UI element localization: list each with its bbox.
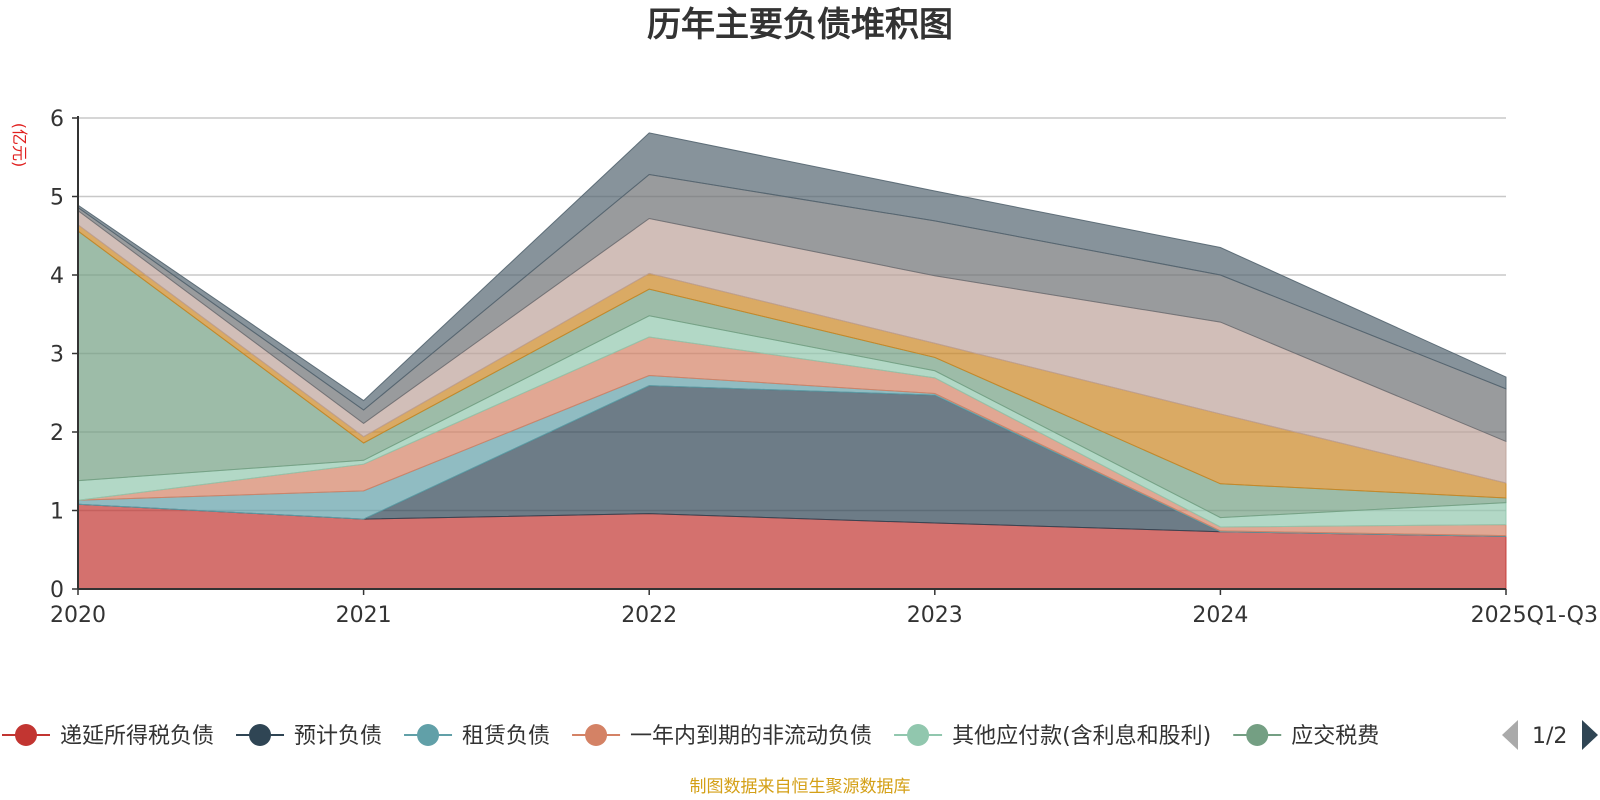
y-tick-label: 6 — [50, 107, 64, 132]
legend-item[interactable]: 一年内到期的非流动负债 — [572, 724, 872, 749]
legend-item[interactable]: 应交税费 — [1233, 724, 1379, 749]
area-series-group — [77, 132, 1507, 590]
legend-label: 租赁负债 — [462, 724, 550, 749]
legend-item[interactable]: 租赁负债 — [404, 724, 550, 749]
legend-circle-marker — [585, 724, 608, 746]
x-tick-label: 2023 — [907, 603, 963, 628]
legend-item[interactable]: 其他应付款(含利息和股利) — [894, 724, 1211, 749]
legend-circle-marker — [15, 724, 37, 746]
x-tick-label: 2022 — [621, 603, 677, 628]
y-tick-label: 5 — [50, 186, 64, 211]
x-tick-label: 2020 — [50, 603, 106, 628]
y-tick-label: 4 — [50, 264, 64, 289]
legend-prev-page-icon[interactable] — [1502, 720, 1518, 750]
x-tick-label: 2021 — [336, 603, 392, 628]
source-note: 制图数据来自恒生聚源数据库 — [690, 777, 911, 797]
legend-label: 应交税费 — [1291, 724, 1379, 749]
y-tick-label: 0 — [50, 578, 64, 603]
legend-item[interactable]: 预计负债 — [236, 724, 382, 749]
y-tick-label: 3 — [50, 343, 64, 368]
y-tick-label: 1 — [50, 500, 64, 525]
x-tick-label: 2024 — [1192, 603, 1248, 628]
legend-label: 一年内到期的非流动负债 — [630, 724, 872, 749]
axes: 0 1 2 3 4 5 6 2020 2021 2022 2023 2024 2025Q1-Q3 — [50, 107, 1598, 628]
legend[interactable]: 递延所得税负债 预计负债 租赁负债 一年内到期的非流动负债 其他应付款(含利息和股利) 应… — [2, 720, 1598, 750]
area-series-10 — [77, 132, 1507, 411]
legend-page-indicator: 1/2 — [1532, 724, 1567, 749]
legend-circle-marker — [907, 724, 930, 746]
legend-item[interactable]: 递延所得税负债 — [2, 724, 214, 749]
legend-circle-marker — [417, 724, 440, 746]
legend-next-page-icon[interactable] — [1582, 720, 1598, 750]
y-tick-label: 2 — [50, 421, 64, 446]
chart-title: 历年主要负债堆积图 — [647, 5, 953, 45]
legend-label: 递延所得税负债 — [60, 724, 214, 749]
x-tick-label: 2025Q1-Q3 — [1471, 603, 1598, 628]
legend-circle-marker — [249, 724, 272, 746]
legend-label: 预计负债 — [294, 724, 382, 749]
legend-label: 其他应付款(含利息和股利) — [952, 724, 1211, 749]
y-axis-unit-label: (亿元) — [10, 123, 29, 168]
legend-circle-marker — [1246, 724, 1269, 746]
